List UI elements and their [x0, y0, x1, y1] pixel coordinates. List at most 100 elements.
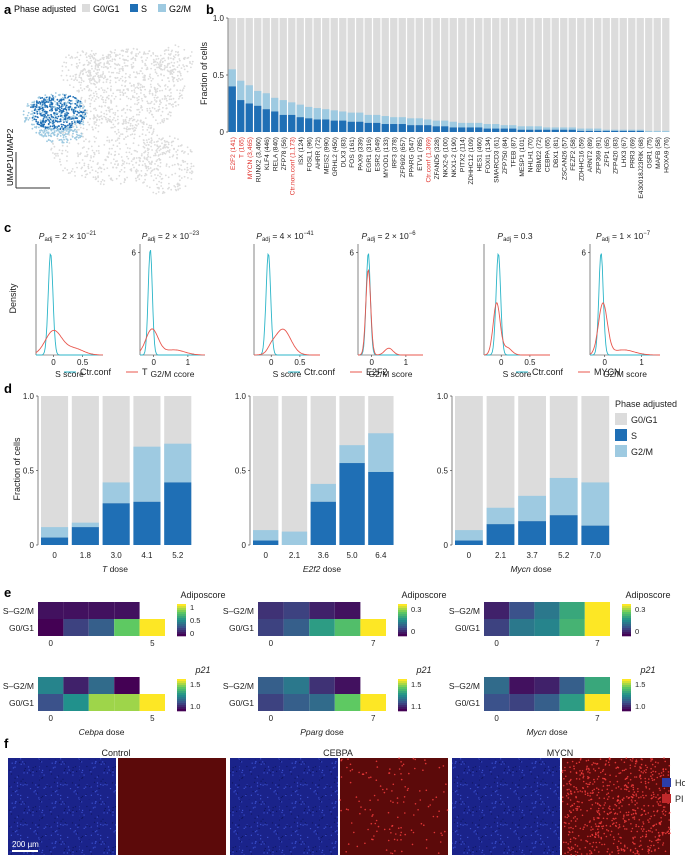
umap-point	[63, 121, 65, 123]
f-pi-dot	[635, 760, 637, 763]
f-pi-dot	[585, 768, 588, 771]
umap-panel: Phase adjusted G0/G1 S G2/M UMAP1/UMAP2	[6, 4, 195, 195]
umap-point	[114, 125, 116, 128]
umap-point	[183, 58, 186, 60]
umap-point	[147, 52, 149, 55]
f-pi-dot	[595, 841, 597, 844]
umap-point	[52, 106, 54, 108]
umap-point	[138, 82, 140, 85]
umap-point	[173, 62, 176, 64]
umap-legend-g2m: G2/M	[169, 4, 191, 14]
umap-point	[83, 63, 86, 66]
f-pi-dot	[568, 810, 571, 812]
umap-point	[172, 103, 174, 106]
umap-point	[56, 102, 59, 104]
f-pi-dot	[668, 826, 670, 829]
e-heatmap-cell	[509, 619, 535, 636]
umap-point	[111, 108, 113, 111]
d-bar-g2m	[310, 483, 336, 502]
e-colorbar-segment	[177, 618, 186, 621]
umap-point	[79, 135, 82, 137]
umap-point	[76, 117, 78, 120]
e-colorbar-segment	[177, 689, 186, 692]
umap-point	[118, 57, 121, 60]
f-pi-dot	[606, 798, 609, 800]
f-pi-dot	[669, 832, 671, 834]
umap-point	[62, 79, 65, 81]
b-bar-s	[288, 114, 296, 132]
umap-point	[80, 77, 83, 80]
umap-point	[113, 98, 116, 100]
umap-point	[94, 178, 97, 181]
umap-point	[190, 66, 192, 69]
e-xtick-label: 7	[595, 639, 600, 648]
f-pi-dot	[425, 789, 428, 792]
e-heatmap-cell	[484, 619, 510, 636]
e-colorbar-segment	[622, 683, 631, 686]
umap-point	[168, 98, 171, 101]
umap-point	[141, 99, 144, 102]
e-heatmap-cell	[334, 694, 361, 711]
f-pi-dot	[579, 774, 581, 776]
b-bar-s	[560, 129, 568, 132]
b-category-label: MYCN (3,465)	[247, 137, 254, 179]
umap-point	[113, 51, 116, 54]
f-pi-dot	[622, 848, 625, 851]
umap-point	[116, 118, 119, 121]
f-pi-dot	[597, 775, 600, 778]
umap-point	[47, 132, 50, 135]
umap-point	[61, 110, 64, 113]
umap-point	[138, 173, 141, 176]
umap-point	[159, 85, 162, 88]
umap-legend-s: S	[141, 4, 147, 14]
f-pi-dot	[635, 793, 637, 795]
f-pi-dot	[398, 768, 401, 770]
umap-point	[62, 133, 64, 136]
umap-point	[163, 53, 166, 55]
e-heatmap-cell	[509, 677, 535, 694]
umap-point	[67, 124, 69, 127]
b-bar-g2m	[509, 125, 517, 129]
umap-point	[152, 77, 154, 80]
f-pi-dot	[655, 783, 658, 785]
umap-point	[88, 97, 91, 100]
umap-point	[90, 155, 92, 157]
f-pi-dot	[572, 809, 575, 811]
f-pi-dot	[608, 757, 611, 759]
umap-point	[43, 102, 46, 105]
f-pi-dot	[592, 792, 594, 794]
f-pi-dot	[667, 830, 670, 832]
umap-point	[104, 99, 107, 102]
b-bar-g0g1	[390, 18, 398, 132]
b-category-label: FOXI1 (134)	[485, 137, 492, 173]
umap-point	[90, 89, 93, 92]
f-pi-dot	[609, 825, 612, 827]
umap-point	[175, 151, 178, 153]
umap-point	[162, 57, 165, 60]
umap-point	[83, 146, 85, 149]
f-pi-dot	[389, 768, 391, 770]
f-pi-dot	[591, 789, 594, 792]
umap-point	[137, 87, 140, 90]
umap-point	[68, 142, 71, 144]
b-category-label: E2F2 (141)	[230, 137, 237, 170]
umap-point	[146, 100, 149, 103]
umap-point	[92, 75, 95, 78]
umap-point	[74, 128, 76, 131]
umap-point	[147, 149, 149, 152]
umap-point	[58, 110, 61, 113]
umap-point	[94, 98, 97, 100]
umap-point	[111, 179, 114, 182]
umap-point	[44, 121, 47, 124]
f-pi-dot	[613, 822, 615, 824]
umap-point	[190, 51, 193, 53]
umap-point	[161, 142, 163, 145]
c-legend-treat: T	[142, 367, 148, 377]
umap-point	[128, 127, 130, 130]
umap-point	[57, 115, 60, 118]
umap-point	[63, 102, 66, 105]
b-category-label: E430018J23RIK (68)	[638, 137, 645, 199]
umap-point	[94, 90, 97, 93]
umap-point	[91, 67, 93, 70]
umap-point	[82, 80, 85, 83]
